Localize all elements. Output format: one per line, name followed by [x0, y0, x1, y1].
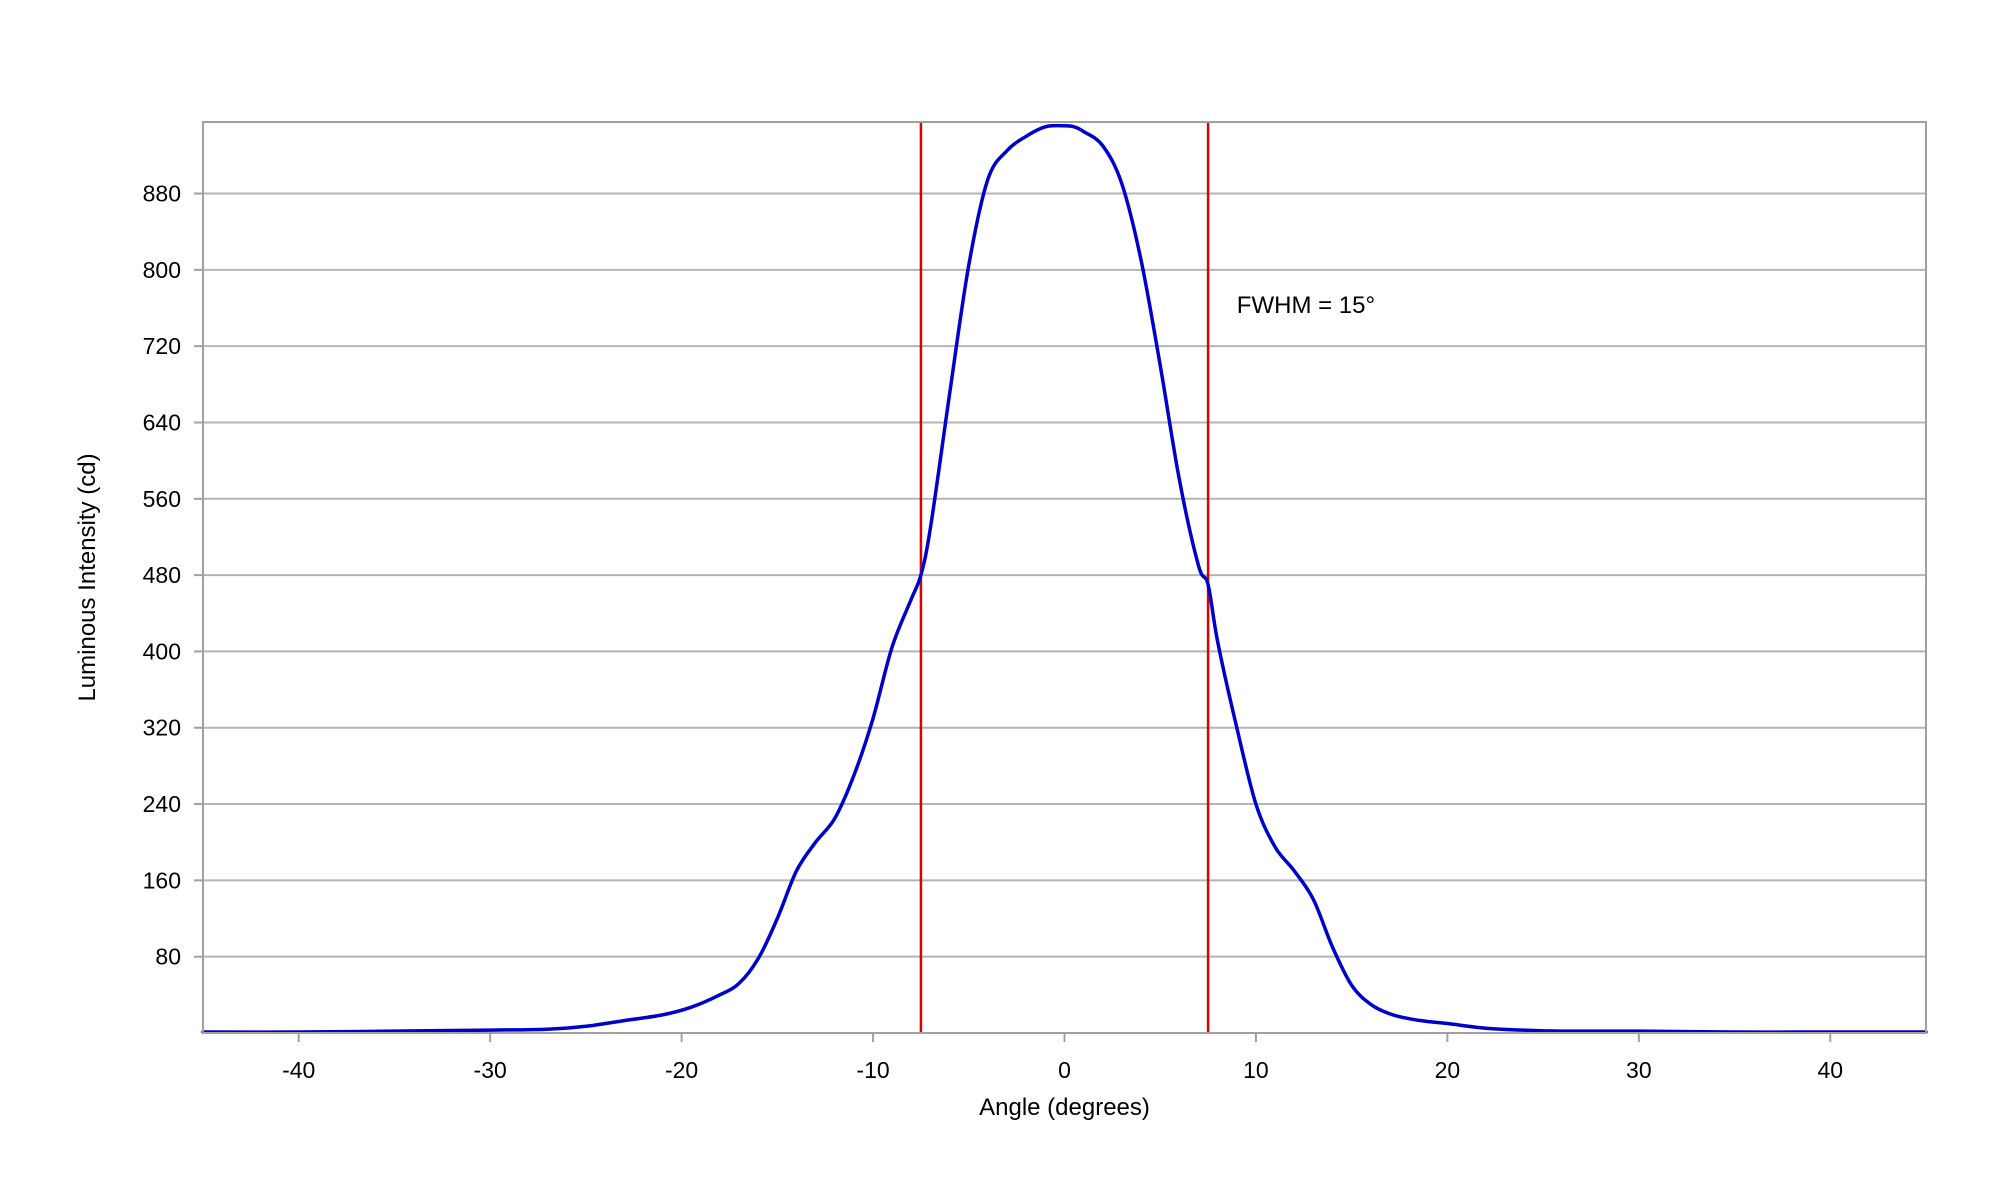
x-axis-title: Angle (degrees) [979, 1094, 1150, 1121]
y-tick-label: 160 [143, 867, 181, 893]
y-tick-label: 400 [143, 638, 181, 664]
gridlines [203, 192, 1926, 958]
series-layer [201, 123, 1928, 1034]
x-tick-label: 20 [1435, 1057, 1461, 1083]
y-tick-label: 800 [143, 257, 181, 283]
x-tick-label: -30 [474, 1057, 507, 1083]
x-tick-label: -10 [856, 1057, 889, 1083]
x-tick-label: 40 [1817, 1057, 1843, 1083]
y-tick-label: 320 [143, 715, 181, 741]
fwhm-annotation: FWHM = 15° [1237, 292, 1375, 319]
x-tick-label: 10 [1243, 1057, 1269, 1083]
y-axis-title: Luminous Intensity (cd) [74, 453, 101, 701]
y-axis-ticks: 80 160 240 320 400 480 560 640 720 800 880 [143, 181, 203, 970]
x-tick-label: -40 [282, 1057, 315, 1083]
y-tick-label: 480 [143, 562, 181, 588]
x-tick-label: 0 [1058, 1057, 1071, 1083]
y-tick-label: 80 [155, 944, 181, 970]
y-tick-label: 240 [143, 791, 181, 817]
x-tick-label: -20 [665, 1057, 698, 1083]
x-tick-label: 30 [1626, 1057, 1652, 1083]
annotations: FWHM = 15° [1237, 292, 1375, 319]
x-axis-ticks: -40 -30 -20 -10 0 10 20 30 40 [282, 1033, 1843, 1083]
y-tick-label: 880 [143, 181, 181, 207]
y-tick-label: 640 [143, 409, 181, 435]
intensity-series-line [201, 123, 1928, 1034]
plot-area-frame [202, 121, 1927, 1034]
y-tick-label: 720 [143, 333, 181, 359]
y-tick-label: 560 [143, 486, 181, 512]
fwhm-marker-lines [919, 122, 1210, 1033]
